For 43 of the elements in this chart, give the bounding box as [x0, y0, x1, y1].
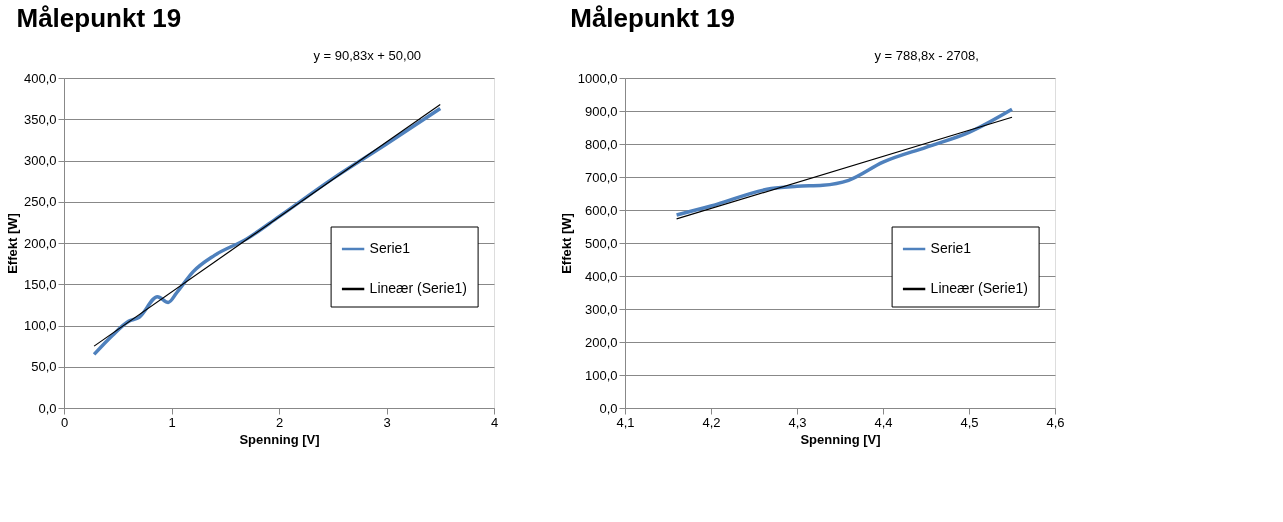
legend-label: Serie1 — [369, 240, 411, 256]
x-tick-label: 4,4 — [874, 414, 893, 430]
y-tick-label: 600,0 — [584, 202, 618, 218]
x-tick-label: 4,2 — [702, 414, 721, 430]
y-tick-label: 900,0 — [584, 103, 618, 119]
y-tick-label: 200,0 — [23, 235, 57, 251]
y-tick-label: 0,0 — [599, 400, 618, 416]
y-tick-label: 400,0 — [584, 268, 618, 284]
legend-label: Serie1 — [930, 240, 972, 256]
text: y = 788,8x - 2708, — [874, 48, 979, 63]
y-tick-label: 300,0 — [584, 301, 618, 317]
y-tick-label: 400,0 — [23, 70, 57, 86]
y-tick-label: 150,0 — [23, 276, 57, 292]
chart-title: Målepunkt 19 — [570, 3, 735, 33]
y-tick-label: 500,0 — [584, 235, 618, 251]
x-tick-label: 2 — [275, 414, 284, 430]
chart-title: Målepunkt 19 — [16, 3, 182, 33]
x-tick-label: 4,1 — [616, 414, 635, 430]
y-tick-label: 100,0 — [584, 367, 618, 383]
y-tick-label: 200,0 — [584, 334, 618, 350]
text: y = 90,83x + 50,00 — [313, 48, 422, 63]
y-tick-label: 100,0 — [23, 318, 57, 333]
y-axis-title: Effekt [W] — [4, 213, 20, 274]
x-tick-label: 1 — [168, 414, 176, 430]
y-axis-title: Effekt [W] — [558, 213, 574, 274]
legend-label: Lineær (Serie1) — [369, 280, 467, 296]
x-tick-label: 3 — [383, 414, 391, 430]
x-tick-label: 4,3 — [788, 414, 807, 430]
y-tick-label: 1000,0 — [577, 70, 618, 86]
y-tick-label: 250,0 — [23, 194, 57, 210]
y-tick-label: 800,0 — [584, 136, 618, 152]
y-tick-label: 300,0 — [23, 153, 57, 168]
x-axis-title: Spenning [V] — [239, 431, 320, 447]
x-tick-label: 4,6 — [1046, 414, 1065, 430]
x-tick-label: 4 — [490, 414, 499, 430]
y-tick-label: 50,0 — [31, 359, 57, 375]
x-tick-label: 0 — [60, 414, 69, 430]
y-tick-label: 350,0 — [23, 111, 57, 127]
x-tick-label: 4,5 — [960, 414, 979, 430]
y-tick-label: 0,0 — [38, 400, 57, 416]
y-tick-label: 700,0 — [584, 169, 618, 185]
legend-label: Lineær (Serie1) — [930, 280, 1028, 296]
x-axis-title: Spenning [V] — [800, 431, 881, 447]
